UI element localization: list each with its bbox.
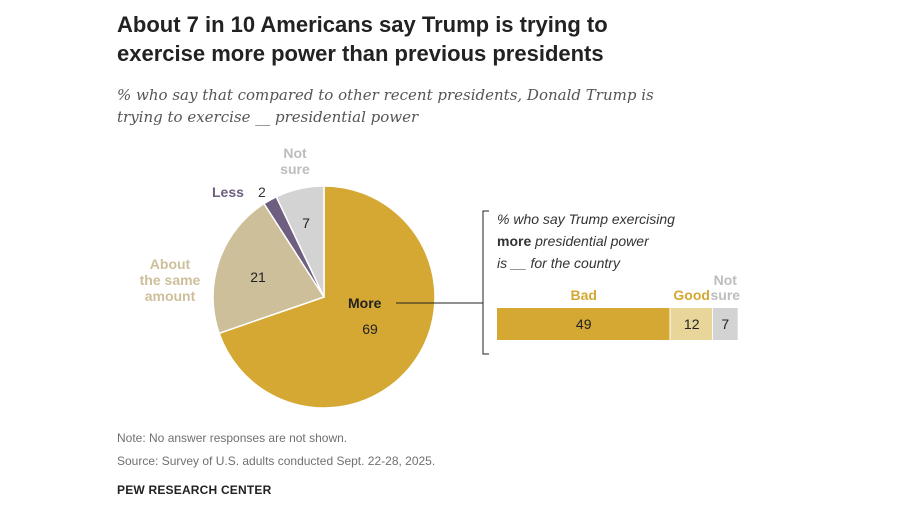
bar-title-line-3: is __ for the country: [497, 255, 621, 271]
pie-label-same-line-1: About: [150, 256, 191, 272]
pie-value-less: 2: [258, 184, 266, 200]
bar-title-line-1: % who say Trump exercising: [497, 211, 675, 227]
bar-segment-bad: [497, 308, 670, 340]
pie-slice-more: [218, 185, 436, 409]
pew-logo-text: PEW RESEARCH CENTER: [117, 483, 272, 497]
pie-label-same-line-2: the same: [140, 272, 201, 288]
pie-label-not-sure-line-2: sure: [280, 161, 310, 177]
chart-title: About 7 in 10 Americans say Trump is try…: [117, 10, 757, 68]
bar-value-good: 12: [684, 316, 700, 332]
subtitle-line-2: trying to exercise __ presidential power: [117, 108, 419, 126]
pie-label-less: Less: [212, 184, 244, 200]
bar-value-not-sure: 7: [721, 316, 729, 332]
chart-subtitle: % who say that compared to other recent …: [117, 84, 757, 128]
chart-note: Note: No answer responses are not shown.: [117, 431, 348, 445]
bar-title-line-2: more presidential power: [497, 233, 650, 249]
connector-bracket: [482, 210, 489, 355]
pie-value-more: 69: [362, 321, 378, 337]
pie-slice-about-the-same-amount: [212, 202, 326, 335]
bar-label-bad: Bad: [570, 287, 596, 303]
pie-label-same-line-3: amount: [145, 288, 196, 304]
title-line-2: exercise more power than previous presid…: [117, 41, 604, 66]
bar-label-not-sure-line-1: Not: [714, 272, 738, 288]
bar-value-bad: 49: [576, 316, 592, 332]
bar-label-good: Good: [673, 287, 710, 303]
pie-label-more: More: [348, 295, 382, 311]
title-line-1: About 7 in 10 Americans say Trump is try…: [117, 12, 608, 37]
subtitle-line-1: % who say that compared to other recent …: [117, 86, 654, 104]
bar-segment-good: [670, 308, 712, 340]
bar-segment-not-sure: [712, 308, 738, 340]
pie-label-not-sure-line-1: Not: [283, 145, 307, 161]
chart-source: Source: Survey of U.S. adults conducted …: [117, 454, 436, 468]
pie-value-not-sure: 7: [302, 215, 310, 231]
pie-slice-not-sure: [275, 185, 325, 298]
bar-label-not-sure-line-2: sure: [711, 287, 741, 303]
pie-value-same: 21: [250, 269, 266, 285]
